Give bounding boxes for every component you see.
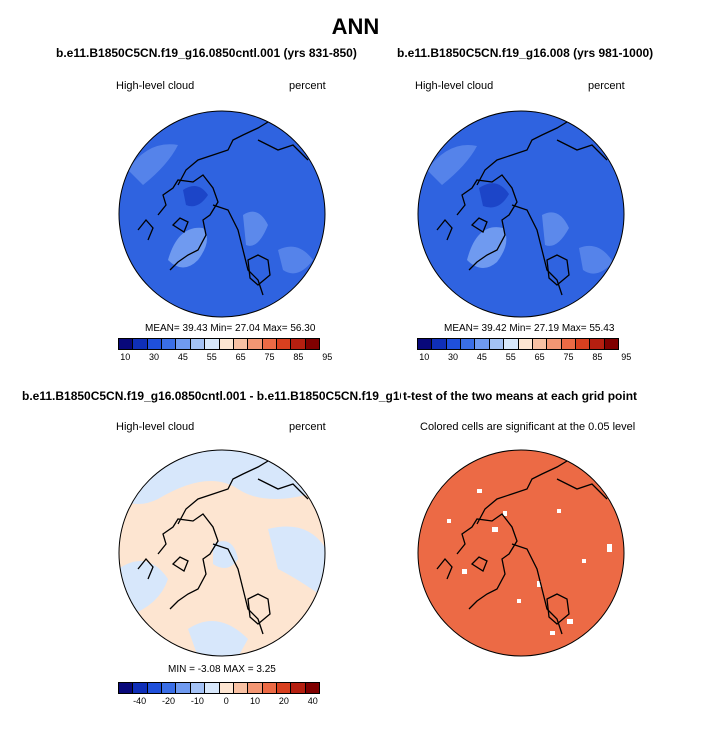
colorbar-tick-label: 55 — [505, 352, 516, 362]
colorbar-box — [489, 339, 505, 349]
colorbar-tick-label: 10 — [120, 352, 131, 362]
colorbar-tick-label: 55 — [206, 352, 217, 362]
colorbar-tick-label: 65 — [235, 352, 246, 362]
colorbar-box — [233, 683, 249, 693]
colorbar-box — [262, 339, 277, 349]
colorbar-tick-label: -20 — [161, 696, 176, 706]
colorbar-tick-label: 75 — [563, 352, 574, 362]
colorbar-box — [162, 339, 177, 349]
units-label-top-left: percent — [289, 80, 326, 92]
colorbar-box — [446, 339, 462, 349]
colorbar-tick-label: 85 — [293, 352, 304, 362]
colorbar-box — [219, 339, 234, 349]
colorbar-box — [504, 339, 519, 349]
colorbar-tick-label: 20 — [278, 696, 289, 706]
colorbar-tick-label: 95 — [621, 352, 632, 362]
colorbar-box — [276, 683, 292, 693]
colorbar-box — [561, 339, 576, 349]
colorbar-tick-label: 0 — [223, 696, 229, 706]
colorbar-tick-label: 95 — [322, 352, 333, 362]
colorbar-tick-label: 65 — [534, 352, 545, 362]
colorbar-tick-label: 85 — [592, 352, 603, 362]
polar-map-experiment — [417, 110, 625, 318]
panel-title-bottom-right: t-test of the two means at each grid poi… — [401, 389, 638, 403]
colorbar-tick-label: 30 — [448, 352, 459, 362]
colorbar-box — [248, 339, 263, 349]
colorbar-box — [461, 339, 476, 349]
units-label-top-right: percent — [588, 80, 625, 92]
colorbar-box — [291, 683, 306, 693]
colorbar-box — [205, 339, 220, 349]
significance-note: Colored cells are significant at the 0.0… — [420, 421, 636, 433]
colorbar-tick-label: 40 — [307, 696, 318, 706]
main-title: ANN — [331, 14, 380, 39]
colorbar-box — [133, 683, 148, 693]
colorbar-box — [418, 339, 433, 349]
colorbar-box — [547, 339, 562, 349]
colorbar-box — [291, 339, 306, 349]
colorbar-box — [205, 683, 220, 693]
colorbar-box — [305, 339, 320, 349]
colorbar-top-left: 10 30 45 55 65 75 85 95 — [118, 338, 332, 364]
colorbar-box — [176, 683, 191, 693]
colorbar-tick-label: 30 — [149, 352, 160, 362]
polar-map-ttest — [417, 449, 625, 657]
colorbar-box — [475, 339, 490, 349]
colorbar-box — [233, 339, 249, 349]
colorbar-box — [147, 683, 163, 693]
stats-top-left: MEAN= 39.43 Min= 27.04 Max= 56.30 — [145, 323, 316, 334]
colorbar-box — [133, 339, 148, 349]
colorbar-box — [432, 339, 447, 349]
colorbar-box — [176, 339, 191, 349]
colorbar-box — [305, 683, 320, 693]
colorbar-box — [262, 683, 277, 693]
panel-title-top-right: b.e11.B1850C5CN.f19_g16.008 (yrs 981-100… — [397, 46, 654, 60]
colorbar-box — [276, 339, 292, 349]
colorbar-box — [219, 683, 234, 693]
stats-bottom-left: MIN = -3.08 MAX = 3.25 — [168, 664, 276, 675]
polar-map-control — [118, 110, 326, 318]
panel-title-top-left: b.e11.B1850C5CN.f19_g16.0850cntl.001 (yr… — [56, 46, 357, 60]
variable-label-bottom-left: High-level cloud — [116, 421, 195, 433]
colorbar-box — [190, 339, 206, 349]
colorbar-box — [604, 339, 619, 349]
colorbar-tick-label: 10 — [419, 352, 430, 362]
colorbar-box — [590, 339, 605, 349]
colorbar-box — [119, 339, 134, 349]
colorbar-box — [162, 683, 177, 693]
polar-map-difference — [118, 449, 326, 657]
colorbar-tick-label: 45 — [177, 352, 188, 362]
variable-label-top-right: High-level cloud — [415, 80, 494, 92]
colorbar-tick-label: 75 — [264, 352, 275, 362]
colorbar-bottom-left: -40 -20 -10 0 10 20 40 — [118, 682, 320, 708]
panel-title-bottom-left: b.e11.B1850C5CN.f19_g16.0850cntl.001 - b… — [22, 389, 430, 403]
variable-label-top-left: High-level cloud — [116, 80, 195, 92]
stats-top-right: MEAN= 39.42 Min= 27.19 Max= 55.43 — [444, 323, 615, 334]
colorbar-box — [518, 339, 533, 349]
colorbar-tick-label: 10 — [250, 696, 261, 706]
colorbar-top-right: 10 30 45 55 65 75 85 95 — [417, 338, 631, 364]
colorbar-box — [190, 683, 206, 693]
colorbar-box — [575, 339, 591, 349]
colorbar-box — [248, 683, 263, 693]
colorbar-box — [147, 339, 163, 349]
colorbar-tick-label: -40 — [133, 696, 147, 706]
colorbar-box — [119, 683, 134, 693]
colorbar-tick-label: 45 — [476, 352, 487, 362]
units-label-bottom-left: percent — [289, 421, 326, 433]
colorbar-tick-label: -10 — [190, 696, 204, 706]
colorbar-box — [532, 339, 548, 349]
